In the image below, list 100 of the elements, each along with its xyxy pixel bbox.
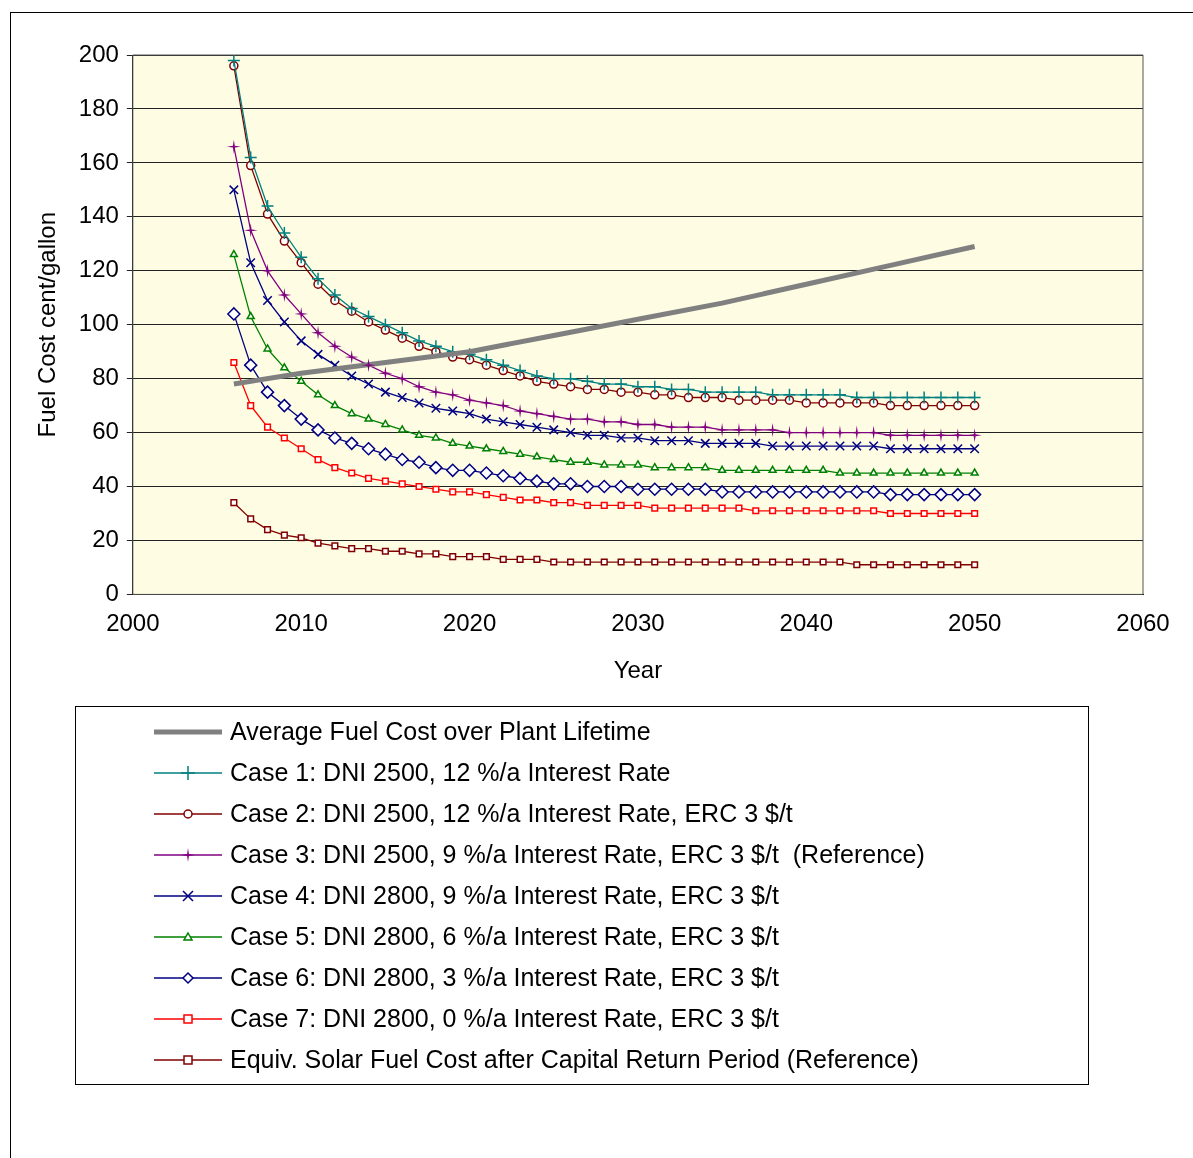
- point: [835, 398, 845, 408]
- point: [314, 455, 322, 464]
- point: [381, 477, 389, 485]
- point: [297, 534, 305, 542]
- point: [583, 558, 591, 566]
- point: [280, 434, 288, 442]
- point: [883, 390, 898, 405]
- point: [617, 501, 625, 509]
- point: [533, 555, 541, 563]
- point: [816, 388, 830, 402]
- point: [900, 487, 915, 502]
- point: [886, 509, 895, 518]
- point: [819, 507, 827, 515]
- point: [666, 390, 677, 400]
- point: [718, 504, 726, 512]
- point: [833, 485, 847, 499]
- point: [631, 379, 645, 394]
- point: [499, 446, 508, 455]
- point: [348, 544, 356, 553]
- point: [937, 509, 945, 518]
- point: [330, 400, 340, 409]
- point: [498, 416, 509, 427]
- point: [429, 339, 443, 354]
- point: [733, 438, 744, 449]
- point: [934, 390, 948, 405]
- point: [280, 363, 289, 371]
- point: [580, 374, 595, 389]
- point: [715, 485, 729, 499]
- point: [529, 406, 544, 421]
- point: [361, 309, 376, 324]
- point: [280, 531, 288, 539]
- x-tick-label: 2050: [947, 609, 1002, 637]
- point: [546, 371, 561, 386]
- point: [920, 509, 928, 518]
- point: [428, 385, 443, 400]
- point: [247, 402, 255, 410]
- point: [279, 317, 290, 327]
- point: [226, 139, 241, 154]
- legend-label: Case 5: DNI 2800, 6 %/a Interest Rate, ERC 3 $/t: [230, 922, 779, 951]
- point: [765, 388, 780, 402]
- x-tick-label: 2020: [442, 609, 497, 637]
- y-tick-label: 100: [78, 309, 119, 337]
- point: [967, 487, 982, 502]
- x-tick-label: 2060: [1116, 609, 1170, 637]
- point: [230, 499, 238, 507]
- point: [752, 558, 760, 566]
- point: [953, 400, 963, 411]
- point: [294, 306, 309, 321]
- point: [597, 414, 612, 429]
- point: [566, 457, 575, 465]
- y-tick-label: 80: [92, 363, 119, 391]
- point: [415, 550, 423, 558]
- point: [462, 393, 477, 408]
- point: [313, 349, 324, 360]
- point: [870, 507, 878, 515]
- point: [698, 420, 713, 435]
- point: [531, 422, 542, 433]
- point: [550, 558, 558, 566]
- point: [479, 353, 494, 367]
- point: [866, 485, 881, 499]
- point: [681, 382, 696, 397]
- point: [750, 438, 761, 449]
- point: [243, 358, 258, 372]
- point: [683, 435, 694, 446]
- point: [597, 377, 611, 391]
- point: [397, 392, 408, 403]
- point: [734, 395, 744, 405]
- point: [243, 223, 258, 238]
- point: [732, 385, 746, 399]
- point: [614, 479, 628, 494]
- point: [749, 485, 763, 499]
- point: [617, 558, 625, 566]
- point: [230, 358, 238, 367]
- point: [346, 370, 357, 381]
- point: [732, 485, 746, 499]
- point: [818, 398, 828, 408]
- point: [296, 376, 306, 385]
- point: [698, 385, 713, 399]
- point: [970, 468, 979, 476]
- point: [718, 558, 726, 566]
- point: [462, 463, 477, 478]
- legend-label: Case 2: DNI 2500, 12 %/a Interest Rate, ERC 3 $/t: [230, 799, 793, 828]
- point: [297, 445, 305, 453]
- point: [768, 465, 777, 474]
- point: [883, 487, 898, 502]
- point: [684, 558, 693, 566]
- point: [852, 468, 861, 476]
- y-tick-label: 0: [105, 579, 119, 607]
- point: [900, 428, 915, 443]
- point: [398, 480, 406, 488]
- point: [951, 487, 965, 502]
- point: [903, 509, 911, 518]
- point: [378, 366, 393, 381]
- point: [649, 435, 660, 446]
- point: [952, 443, 963, 454]
- point: [902, 400, 913, 411]
- point: [631, 482, 645, 496]
- point: [496, 358, 510, 372]
- point: [479, 395, 494, 410]
- point: [364, 414, 373, 422]
